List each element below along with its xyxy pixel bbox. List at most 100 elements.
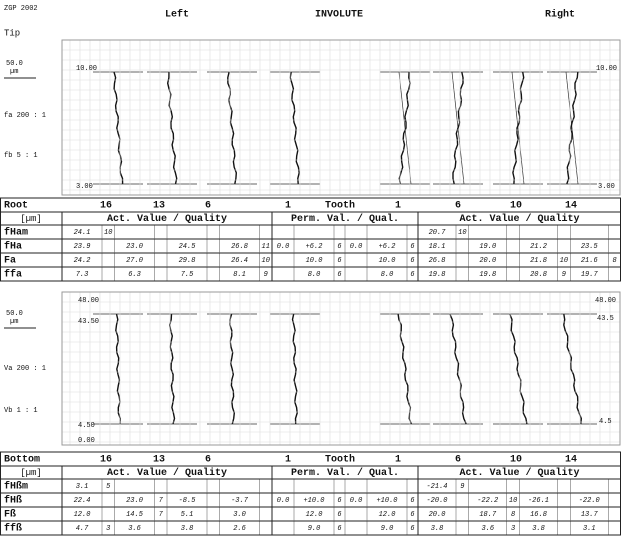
table-header: 14 <box>565 455 577 466</box>
table-subheader: [µm] <box>20 468 42 478</box>
cell: 6 <box>410 257 414 265</box>
magnification: Va 200 : 1 <box>4 365 46 373</box>
cell: 19.8 <box>429 271 446 279</box>
row-label: fHa <box>4 241 22 253</box>
table-header: Tooth <box>325 200 355 212</box>
cell: 6 <box>337 511 341 519</box>
cell: 7.5 <box>181 271 194 279</box>
range-label: 4.50 <box>78 422 95 430</box>
cell: +10.0 <box>376 497 397 505</box>
cell: 24.2 <box>74 257 91 265</box>
report-title: INVOLUTE <box>315 10 363 21</box>
cell: -26.1 <box>528 497 549 505</box>
cell: 4.7 <box>76 525 89 533</box>
cell: +6.2 <box>379 243 396 251</box>
cell: 7.3 <box>76 271 89 279</box>
trace <box>509 313 528 425</box>
cell: 8 <box>511 511 515 519</box>
cell: 23.0 <box>126 243 143 251</box>
trace <box>512 71 525 185</box>
cell: 21.6 <box>581 257 598 265</box>
cell: -20.0 <box>426 497 447 505</box>
cell: 7 <box>159 511 164 519</box>
cell: 9.0 <box>308 525 321 533</box>
cell: 8.1 <box>233 271 246 279</box>
cell: 6 <box>410 511 414 519</box>
table-header: 1 <box>285 201 291 212</box>
table-header: 1 <box>395 201 401 212</box>
trace <box>227 71 238 185</box>
cell: 10 <box>509 497 517 505</box>
cell: 9 <box>460 483 464 491</box>
cell: 0.0 <box>350 243 363 251</box>
cell: 6 <box>337 243 341 251</box>
cell: 12.0 <box>306 511 323 519</box>
report-id: ZGP 2002 <box>4 5 38 13</box>
cell: 20.8 <box>530 271 547 279</box>
cell: -21.4 <box>426 483 447 491</box>
cell: 23.5 <box>581 243 599 251</box>
range-label: 48.00 <box>595 297 616 305</box>
range-label: 48.00 <box>78 297 99 305</box>
cell: 12.0 <box>379 511 396 519</box>
cell: 19.8 <box>479 271 496 279</box>
row-label: Fß <box>4 509 16 521</box>
cell: 3.1 <box>583 525 596 533</box>
table-header: 16 <box>100 201 112 212</box>
scale-value: 50.0 <box>6 60 23 68</box>
magnification: fb 5 : 1 <box>4 152 38 160</box>
row-label: fHßm <box>4 481 28 493</box>
cell: 24.5 <box>179 243 197 251</box>
cell: 22.4 <box>74 497 91 505</box>
row-label: Fa <box>4 256 16 267</box>
cell: -22.0 <box>579 497 600 505</box>
table-subheader: Act. Value / Quality <box>459 467 579 479</box>
range-label: 4.5 <box>599 418 612 426</box>
table-header: 13 <box>153 455 165 466</box>
cell: 8 <box>613 257 617 265</box>
cell: 20.0 <box>479 257 496 265</box>
range-label: 43.50 <box>78 318 99 326</box>
cell: 6 <box>337 271 341 279</box>
cell: 6 <box>337 497 341 505</box>
cell: 18.7 <box>479 511 497 519</box>
cell: 18.1 <box>429 243 446 251</box>
cell: 3.8 <box>431 525 444 533</box>
cell: 3.6 <box>481 525 494 533</box>
cell: 20.7 <box>429 229 447 237</box>
trace <box>566 71 579 185</box>
table-header: 14 <box>565 201 577 212</box>
cell: 11 <box>262 243 270 251</box>
cell: 6 <box>410 497 414 505</box>
row-label: fHß <box>4 495 22 507</box>
cell: 3.8 <box>181 525 194 533</box>
cell: 5 <box>106 483 111 491</box>
cell: 0.0 <box>277 497 290 505</box>
cell: 10 <box>104 229 112 237</box>
cell: 23.0 <box>126 497 143 505</box>
table-header: 6 <box>455 201 461 212</box>
trace <box>511 71 525 185</box>
cell: 27.0 <box>126 257 143 265</box>
row-label: ffß <box>4 523 22 535</box>
tip-label: Tip <box>4 28 20 38</box>
cell: 13.7 <box>581 511 599 519</box>
table-header: 6 <box>205 201 211 212</box>
trace <box>565 71 579 185</box>
scale-unit: µm <box>10 68 18 76</box>
cell: 10 <box>560 257 568 265</box>
cell: 26.4 <box>231 257 248 265</box>
row-label: fHam <box>4 227 28 239</box>
trace <box>115 313 122 425</box>
cell: 6 <box>410 271 414 279</box>
cell: 2.6 <box>233 525 246 533</box>
scale-value: 50.0 <box>6 310 23 318</box>
cell: 9.0 <box>381 525 394 533</box>
cell: 23.9 <box>74 243 91 251</box>
cell: 12.0 <box>74 511 91 519</box>
cell: 3.8 <box>532 525 545 533</box>
table-header: Tooth <box>325 454 355 466</box>
cell: 10.0 <box>306 257 323 265</box>
left-label: Left <box>165 9 189 21</box>
cell: 26.8 <box>429 257 446 265</box>
